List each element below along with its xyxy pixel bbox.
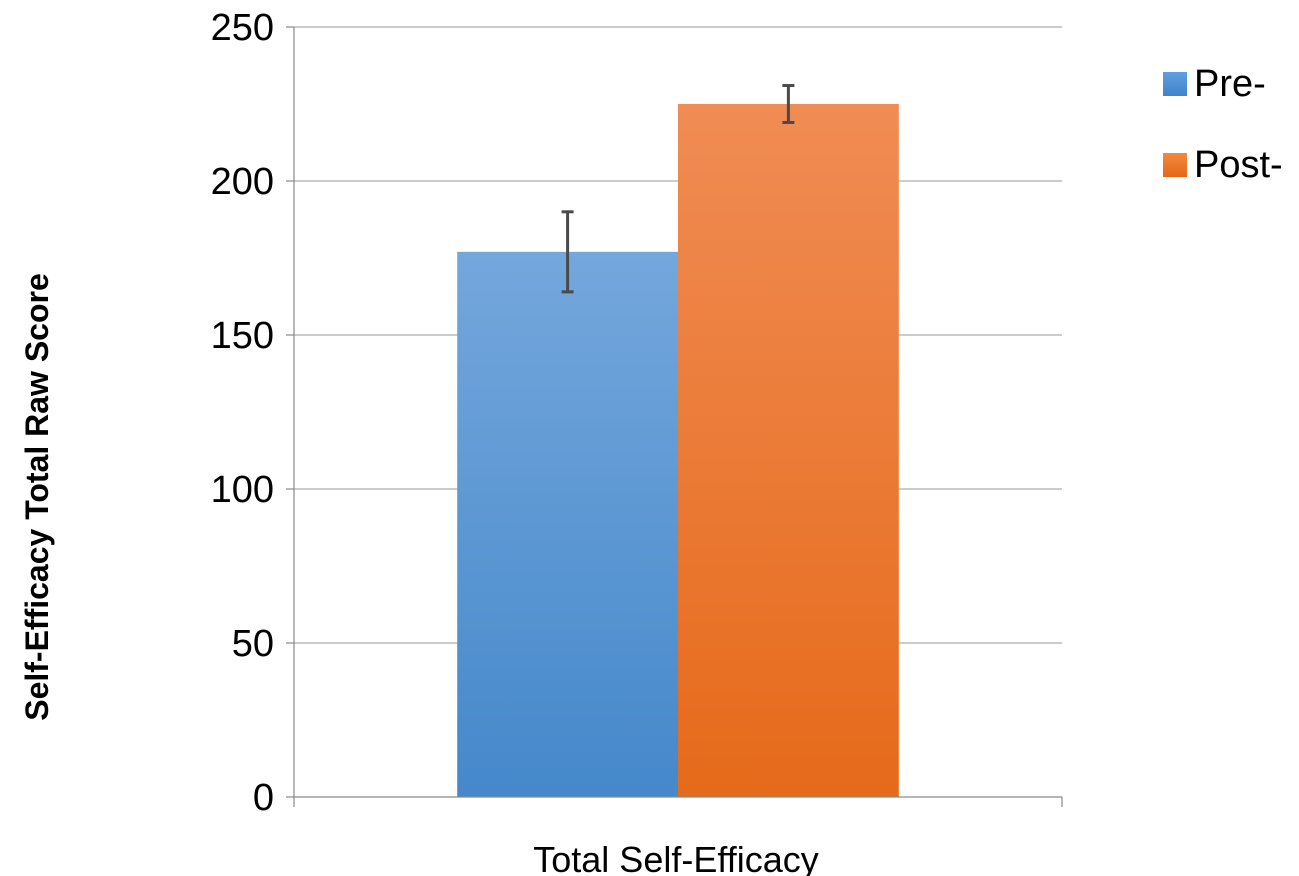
legend-swatch-pre <box>1163 72 1187 96</box>
legend-label-post: Post- <box>1194 144 1283 186</box>
y-axis-title: Self-Efficacy Total Raw Score <box>19 273 55 721</box>
x-axis-title: Total Self-Efficacy <box>533 839 818 876</box>
error-bar-post <box>782 84 795 124</box>
y-axis-ticks: 0 50 100 150 200 250 <box>211 7 294 819</box>
legend-label-pre: Pre- <box>1194 63 1266 105</box>
y-tick-label: 250 <box>211 7 274 49</box>
bars <box>457 104 899 798</box>
y-tick-label: 50 <box>232 623 274 665</box>
error-bar-pre <box>561 210 574 294</box>
y-tick-label: 150 <box>211 315 274 357</box>
axes <box>293 27 1063 807</box>
y-tick-label: 0 <box>253 777 274 819</box>
y-tick-label: 200 <box>211 161 274 203</box>
legend-swatch-post <box>1163 153 1187 177</box>
legend: Pre- Post- <box>1163 63 1283 186</box>
error-bars <box>561 84 795 294</box>
bar-pre <box>457 251 678 798</box>
bar-post <box>678 104 899 797</box>
y-tick-label: 100 <box>211 469 274 511</box>
